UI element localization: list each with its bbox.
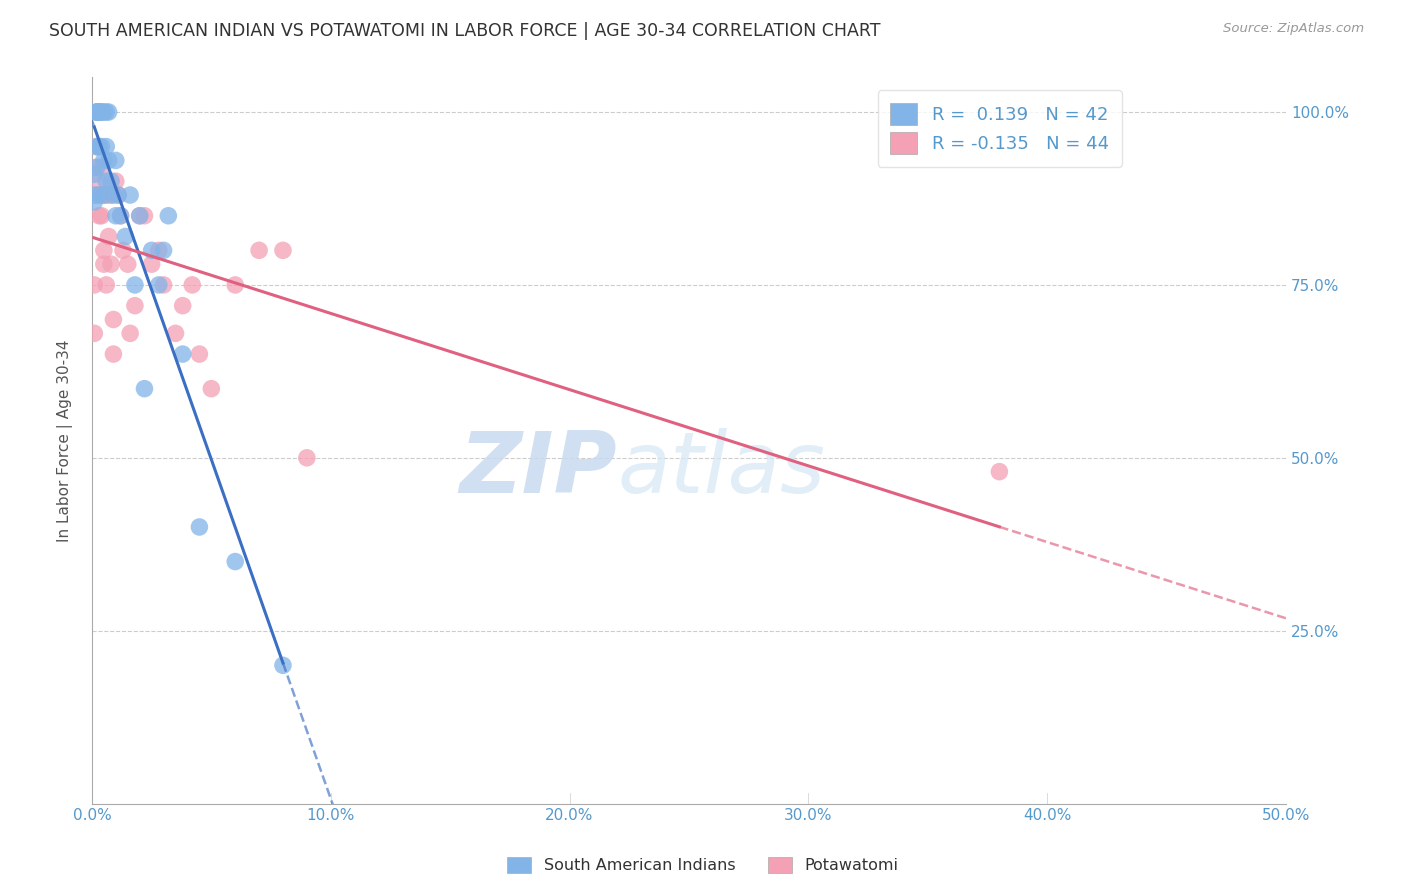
Point (181, 277, 204, 292)
Point (172, 299, 194, 313)
Point (124, 277, 146, 292)
Point (152, 277, 174, 292)
Point (90, 161, 112, 175)
Point (103, 312, 125, 326)
Point (87, 105, 110, 120)
Point (134, 209, 156, 223)
Point (100, 257, 122, 271)
Point (110, 209, 132, 223)
Legend: South American Indians, Potawatomi: South American Indians, Potawatomi (501, 850, 905, 880)
Point (96, 105, 118, 120)
Point (86, 161, 108, 175)
Point (83, 277, 105, 292)
Point (83, 194, 105, 209)
Point (141, 244, 163, 258)
Point (224, 277, 246, 292)
Point (148, 244, 170, 258)
Point (90, 188, 112, 202)
Point (87, 139, 110, 153)
Point (86, 105, 108, 120)
Point (120, 188, 142, 202)
Point (224, 555, 246, 569)
Point (271, 244, 294, 258)
Point (87, 174, 110, 188)
Point (107, 188, 129, 202)
Point (295, 450, 318, 465)
Point (86, 161, 108, 175)
Text: ZIP: ZIP (460, 428, 617, 511)
Point (97, 188, 120, 202)
Point (114, 229, 136, 244)
Point (83, 167, 105, 181)
Point (90, 209, 112, 223)
Point (93, 257, 115, 271)
Point (188, 347, 211, 361)
Point (97, 153, 120, 168)
Point (100, 174, 122, 188)
Text: SOUTH AMERICAN INDIAN VS POTAWATOMI IN LABOR FORCE | AGE 30-34 CORRELATION CHART: SOUTH AMERICAN INDIAN VS POTAWATOMI IN L… (49, 22, 880, 40)
Point (90, 139, 112, 153)
Point (90, 105, 112, 120)
Point (96, 188, 118, 202)
Point (93, 188, 115, 202)
Point (111, 244, 134, 258)
Point (96, 174, 118, 188)
Point (87, 105, 110, 120)
Y-axis label: In Labor Force | Age 30-34: In Labor Force | Age 30-34 (58, 339, 73, 541)
Point (148, 277, 170, 292)
Point (104, 174, 127, 188)
Legend: R =  0.139   N = 42, R = -0.135   N = 44: R = 0.139 N = 42, R = -0.135 N = 44 (877, 90, 1122, 167)
Text: Source: ZipAtlas.com: Source: ZipAtlas.com (1223, 22, 1364, 36)
Point (96, 277, 118, 292)
Point (128, 209, 150, 223)
Point (93, 244, 115, 258)
Point (104, 209, 127, 223)
Point (124, 299, 146, 313)
Point (86, 105, 108, 120)
Point (134, 382, 156, 396)
Point (271, 658, 294, 673)
Point (86, 105, 108, 120)
Point (86, 188, 108, 202)
Point (141, 257, 163, 271)
Point (83, 326, 105, 341)
Point (107, 188, 129, 202)
Point (172, 347, 194, 361)
Point (120, 326, 142, 341)
Point (103, 188, 125, 202)
Point (90, 105, 112, 120)
Point (93, 105, 115, 120)
Point (988, 465, 1011, 479)
Point (97, 229, 120, 244)
Point (83, 188, 105, 202)
Point (93, 188, 115, 202)
Point (188, 520, 211, 534)
Point (110, 209, 132, 223)
Point (86, 139, 108, 153)
Point (86, 139, 108, 153)
Point (96, 139, 118, 153)
Point (128, 209, 150, 223)
Point (87, 188, 110, 202)
Point (157, 209, 180, 223)
Point (117, 257, 139, 271)
Point (97, 105, 120, 120)
Text: atlas: atlas (617, 428, 825, 511)
Point (152, 244, 174, 258)
Point (103, 347, 125, 361)
Point (104, 153, 127, 168)
Point (87, 209, 110, 223)
Point (100, 188, 122, 202)
Point (165, 326, 187, 341)
Point (200, 382, 222, 396)
Point (87, 139, 110, 153)
Point (247, 244, 270, 258)
Point (93, 153, 115, 168)
